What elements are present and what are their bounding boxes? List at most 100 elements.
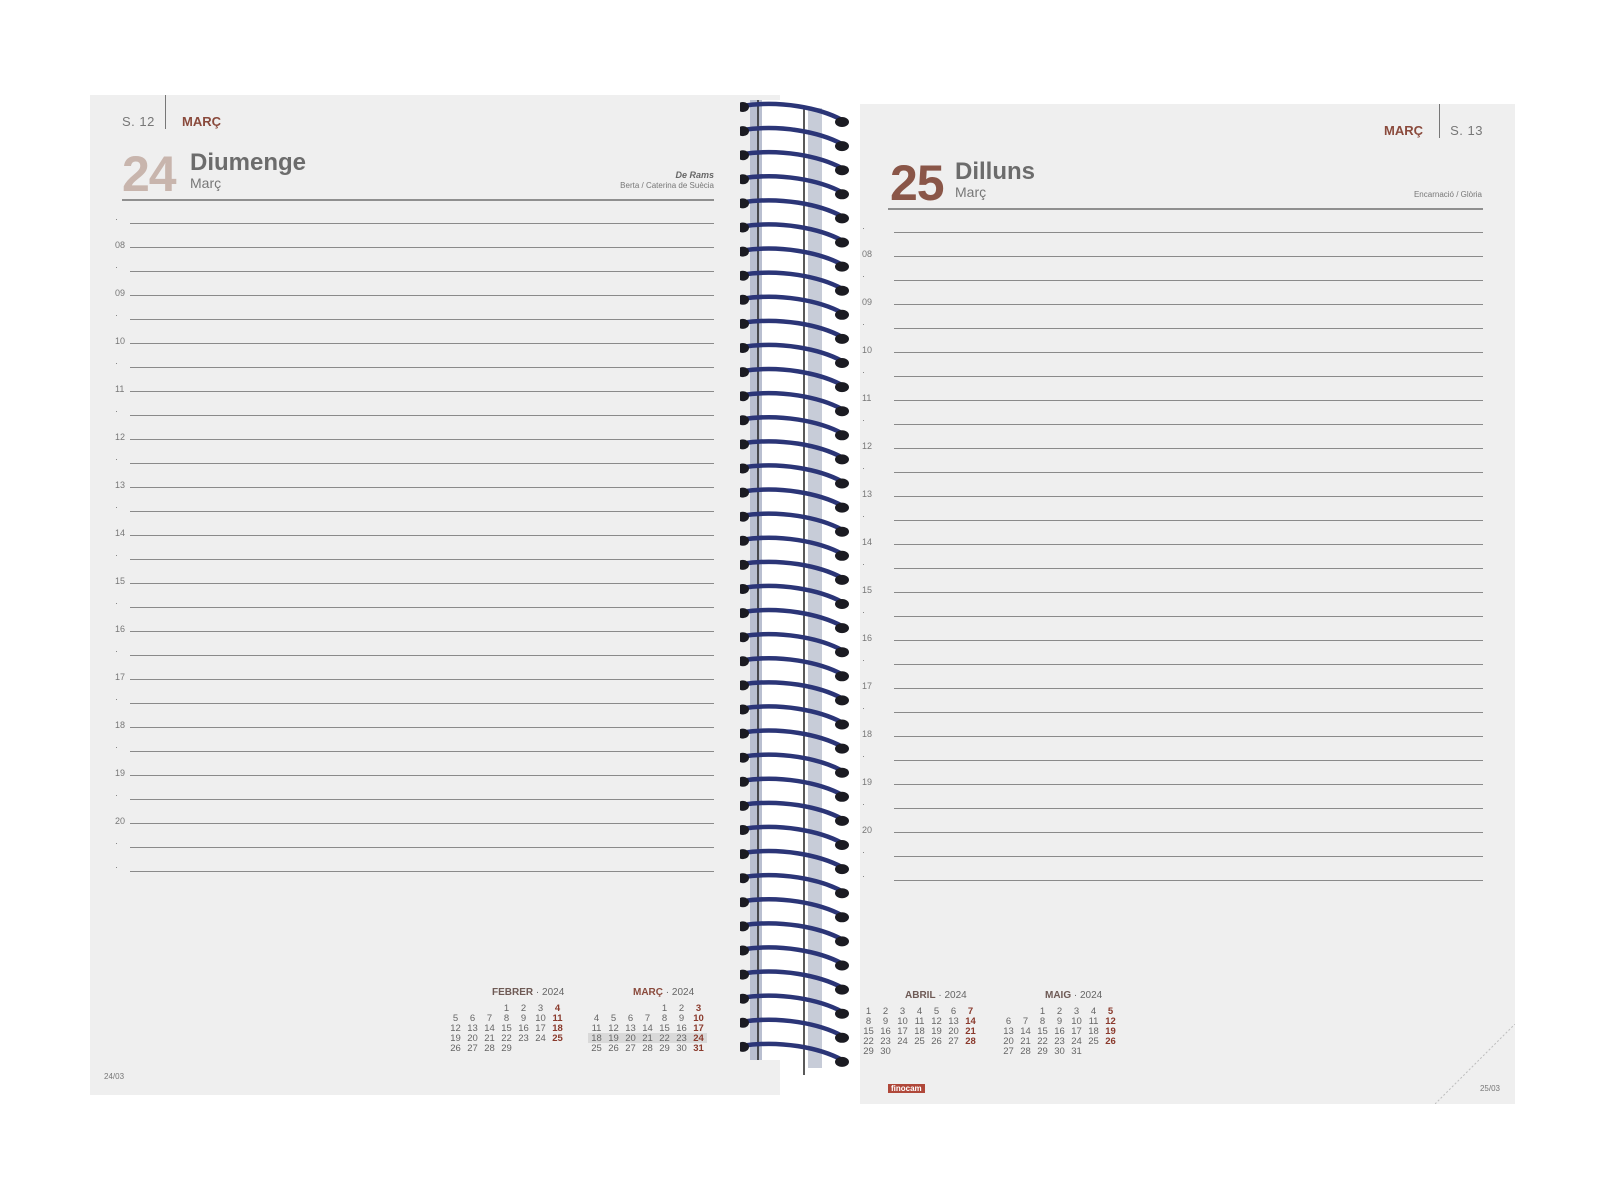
- hour-line[interactable]: [130, 343, 714, 344]
- coil-hole: [835, 333, 849, 344]
- hour-line[interactable]: [130, 535, 714, 536]
- hour-line[interactable]: [130, 559, 714, 560]
- coil-hole: [737, 752, 749, 763]
- hour-line[interactable]: [130, 439, 714, 440]
- hour-line[interactable]: [130, 367, 714, 368]
- calendar-day: 20: [948, 1026, 959, 1037]
- hour-line[interactable]: [894, 808, 1483, 809]
- hour-line[interactable]: [130, 631, 714, 632]
- calendar-day: 24: [897, 1036, 908, 1047]
- hour-line[interactable]: [130, 871, 714, 872]
- hour-line[interactable]: [130, 463, 714, 464]
- calendar-day: 22: [501, 1033, 512, 1044]
- hour-line[interactable]: [894, 568, 1483, 569]
- hour-line[interactable]: [894, 424, 1483, 425]
- hour-line[interactable]: [894, 232, 1483, 233]
- hour-label: 09: [862, 297, 873, 307]
- hour-line[interactable]: [894, 448, 1483, 449]
- hour-line[interactable]: [894, 352, 1483, 353]
- hour-label: 10: [862, 345, 873, 355]
- calendar-day: 12: [1105, 1016, 1116, 1027]
- hour-line[interactable]: [894, 712, 1483, 713]
- hour-line[interactable]: [894, 688, 1483, 689]
- hour-line[interactable]: [894, 400, 1483, 401]
- hour-line[interactable]: [130, 271, 714, 272]
- half-hour-mark: ·: [115, 598, 118, 608]
- coil-hole: [835, 767, 849, 778]
- half-hour-mark: ·: [862, 607, 865, 617]
- hour-line[interactable]: [130, 703, 714, 704]
- hour-line[interactable]: [894, 784, 1483, 785]
- calendar-day: 15: [501, 1023, 512, 1034]
- calendar-day: 16: [518, 1023, 529, 1034]
- hour-label: 10: [115, 336, 126, 346]
- spiral-coil: [739, 487, 845, 508]
- hour-line[interactable]: [130, 487, 714, 488]
- hour-line[interactable]: [894, 856, 1483, 857]
- hour-line[interactable]: [894, 520, 1483, 521]
- coil-hole: [835, 719, 849, 730]
- hour-line[interactable]: [894, 640, 1483, 641]
- half-hour-mark: ·: [862, 415, 865, 425]
- hour-line[interactable]: [894, 664, 1483, 665]
- hour-line[interactable]: [894, 736, 1483, 737]
- hour-line[interactable]: [130, 583, 714, 584]
- hour-line[interactable]: [130, 799, 714, 800]
- hour-line[interactable]: [894, 328, 1483, 329]
- calendar-day: 4: [1090, 1006, 1097, 1017]
- calendar-day: 23: [676, 1033, 687, 1044]
- half-hour-mark: ·: [862, 319, 865, 329]
- hour-line[interactable]: [130, 775, 714, 776]
- hour-line[interactable]: [130, 679, 714, 680]
- hour-line[interactable]: [130, 295, 714, 296]
- calendar-day: 26: [450, 1043, 461, 1054]
- hour-line[interactable]: [130, 319, 714, 320]
- hour-line[interactable]: [894, 592, 1483, 593]
- coil-hole: [835, 382, 849, 393]
- coil-hole: [835, 406, 849, 417]
- hour-line[interactable]: [894, 616, 1483, 617]
- calendar-day: 6: [627, 1013, 634, 1024]
- hour-line[interactable]: [130, 223, 714, 224]
- hour-line[interactable]: [894, 376, 1483, 377]
- hour-line[interactable]: [894, 496, 1483, 497]
- coil-hole: [737, 825, 749, 835]
- calendar-day: 30: [1054, 1046, 1065, 1057]
- calendar-day: 24: [693, 1033, 704, 1044]
- hour-line[interactable]: [130, 847, 714, 848]
- hour-line[interactable]: [894, 760, 1483, 761]
- calendar-day: 30: [880, 1046, 891, 1057]
- calendar-day: 16: [880, 1026, 891, 1037]
- hour-line[interactable]: [894, 880, 1483, 881]
- hour-line[interactable]: [130, 727, 714, 728]
- hour-label: 18: [862, 729, 873, 739]
- hour-line[interactable]: [130, 511, 714, 512]
- hour-line[interactable]: [894, 832, 1483, 833]
- hour-label: 11: [862, 393, 872, 403]
- hour-line[interactable]: [130, 823, 714, 824]
- hour-line[interactable]: [130, 751, 714, 752]
- calendar-day: 15: [863, 1026, 874, 1037]
- calendar-day: 1: [503, 1003, 510, 1014]
- spiral-coil: [739, 415, 845, 436]
- hour-label: 11: [115, 384, 125, 394]
- calendar-day: 6: [469, 1013, 476, 1024]
- coil-hole: [835, 791, 849, 802]
- spiral-coil: [739, 1017, 845, 1039]
- coil-hole: [737, 1017, 749, 1028]
- hour-line[interactable]: [894, 256, 1483, 257]
- hour-line[interactable]: [130, 655, 714, 656]
- hour-line[interactable]: [894, 280, 1483, 281]
- hour-line[interactable]: [894, 544, 1483, 545]
- binding-gap: [762, 100, 808, 1060]
- coil-hole: [835, 623, 849, 634]
- feast-label: De Rams: [675, 170, 714, 180]
- hour-line[interactable]: [130, 415, 714, 416]
- hour-line[interactable]: [130, 607, 714, 608]
- calendar-day: 23: [1054, 1036, 1065, 1047]
- hour-line[interactable]: [130, 391, 714, 392]
- half-hour-mark: ·: [115, 550, 118, 560]
- hour-line[interactable]: [894, 304, 1483, 305]
- hour-line[interactable]: [130, 247, 714, 248]
- hour-line[interactable]: [894, 472, 1483, 473]
